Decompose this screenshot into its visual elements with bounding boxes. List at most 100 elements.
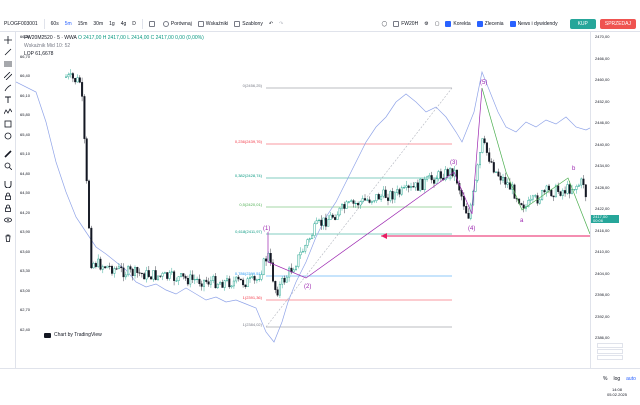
legend-indicator[interactable]: Wskaźnik Mid 10: 52 (24, 43, 71, 49)
left-scale-label: 62,70 (20, 307, 31, 312)
news-toggle[interactable]: News i dywidendy (509, 21, 558, 27)
wave-label: (4) (468, 226, 475, 232)
crosshair-tool[interactable] (4, 36, 12, 44)
text-tool[interactable] (4, 96, 12, 104)
candle-body (428, 175, 431, 178)
scale-box[interactable] (597, 355, 623, 360)
candle-body (246, 278, 249, 288)
left-scale-label: 64,20 (20, 209, 31, 215)
remove-drawings-tool[interactable] (4, 234, 12, 242)
fullscreen-icon[interactable]: ▢ (434, 21, 440, 27)
candle-body (262, 258, 265, 275)
correction-wave-line (481, 87, 590, 235)
candle-body (221, 282, 224, 288)
left-scale-label: 63,60 (20, 248, 31, 254)
horizontal-line-tool[interactable] (4, 60, 12, 68)
candle-body (147, 270, 150, 277)
templates-icon (234, 20, 241, 27)
candle-body (361, 198, 364, 202)
alert-icon[interactable]: ◯ (381, 21, 388, 27)
undo-button[interactable]: ↶ (268, 20, 274, 27)
interval-4g[interactable]: 4g (120, 20, 127, 27)
correct-toggle[interactable]: Korekta (445, 21, 471, 27)
candle-body (198, 278, 201, 284)
candle-body (127, 266, 130, 276)
interval-d[interactable]: D (132, 20, 136, 27)
candle-body (582, 178, 585, 185)
checkbox-icon (509, 21, 516, 27)
buy-button[interactable]: KUP (569, 19, 596, 29)
candle-body (133, 267, 136, 276)
pattern-tool[interactable] (4, 108, 12, 116)
candle-body (382, 189, 385, 197)
hide-tool[interactable] (4, 216, 12, 224)
candle-body (65, 76, 68, 78)
candle-body (370, 200, 373, 203)
fib-level-label: 0,618(2411,97) (235, 229, 263, 234)
settings-icon[interactable]: ⚙ (424, 21, 429, 27)
scale-box[interactable] (597, 343, 623, 348)
candle-body (575, 186, 578, 190)
brush-tool[interactable] (4, 84, 12, 92)
candle-body (274, 281, 277, 290)
fibonacci-retracement[interactable]: 0(2456,25) 0,236(2439,76) 0,382(2428,74) 0,… (235, 83, 453, 328)
orders-toggle[interactable]: Zlecenia (476, 21, 504, 27)
candle-body (209, 280, 212, 285)
legend-indicator-lop[interactable]: LOP 61,6678 (24, 51, 54, 57)
prediction-tool[interactable] (4, 120, 12, 128)
icon-tool[interactable] (4, 132, 12, 140)
candle-body (534, 195, 537, 197)
indicators-button[interactable]: Wskaźniki (197, 20, 228, 27)
percent-toggle[interactable]: % (603, 376, 608, 382)
lock-all-tool[interactable] (4, 204, 12, 212)
candle-body (550, 189, 553, 197)
fib-level-label: 0,786(2399,51) (235, 271, 263, 276)
interval-60s[interactable]: 60s (50, 20, 59, 27)
interval-1g[interactable]: 1g (109, 20, 115, 27)
candle-body (359, 201, 362, 206)
candle-body (67, 74, 70, 78)
elliott-wave-drawing[interactable]: (1)(2)(3)(4)(5)abc (263, 80, 590, 290)
lock-tool[interactable] (4, 192, 12, 200)
magnet-tool[interactable] (4, 180, 12, 188)
redo-button[interactable]: ↷ (279, 20, 284, 27)
compare-button[interactable]: Porównaj (162, 20, 192, 27)
symbol-search[interactable]: PLOGF003001 (4, 20, 38, 27)
instrument-selector[interactable]: FW20H (393, 21, 418, 27)
interval-15m[interactable]: 15m (77, 20, 88, 27)
candle-body (108, 265, 111, 267)
legend-title[interactable]: FW20M2520 · 5 · WWA (24, 35, 77, 41)
sell-button[interactable]: SPRZEDAJ (599, 19, 636, 29)
fib-level-label: 0(2456,25) (243, 83, 263, 88)
channel-tool[interactable] (4, 72, 12, 80)
interval-5m[interactable]: 5m (64, 20, 72, 27)
lines-icon (4, 61, 12, 67)
candle-body (168, 272, 171, 279)
log-toggle[interactable]: log (613, 376, 621, 382)
candle-body (154, 270, 157, 280)
interval-30m[interactable]: 30m (93, 20, 104, 27)
candle-body (299, 251, 302, 256)
candle-body (225, 278, 228, 281)
candle-body (354, 203, 357, 205)
trendline-tool[interactable] (4, 48, 12, 56)
templates-button[interactable]: Szablony (234, 20, 263, 27)
auto-toggle[interactable]: auto (626, 376, 636, 382)
scale-box[interactable] (597, 349, 623, 354)
eye-icon (4, 217, 12, 223)
chart-type-button[interactable] (148, 20, 157, 27)
zoom-tool[interactable] (4, 162, 12, 170)
candle-body (78, 77, 81, 83)
candle-body (403, 187, 406, 189)
fib-diagonal (265, 87, 453, 328)
candle-body (504, 177, 507, 185)
price-chart[interactable]: 0(2456,25) 0,236(2439,76) 0,382(2428,74) 0,… (16, 32, 590, 368)
candle-body (396, 189, 399, 194)
ruler-tool[interactable] (4, 150, 12, 158)
trendline-icon (4, 48, 12, 56)
candle-body (426, 176, 429, 180)
candle-body (145, 270, 148, 280)
candle-body (483, 138, 486, 143)
right-price-scale[interactable]: 2470,00 2466,00 2460,00 2452,00 2446,00 2440,… (590, 32, 640, 368)
tradingview-credit[interactable]: Chart by TradingView (44, 332, 102, 338)
